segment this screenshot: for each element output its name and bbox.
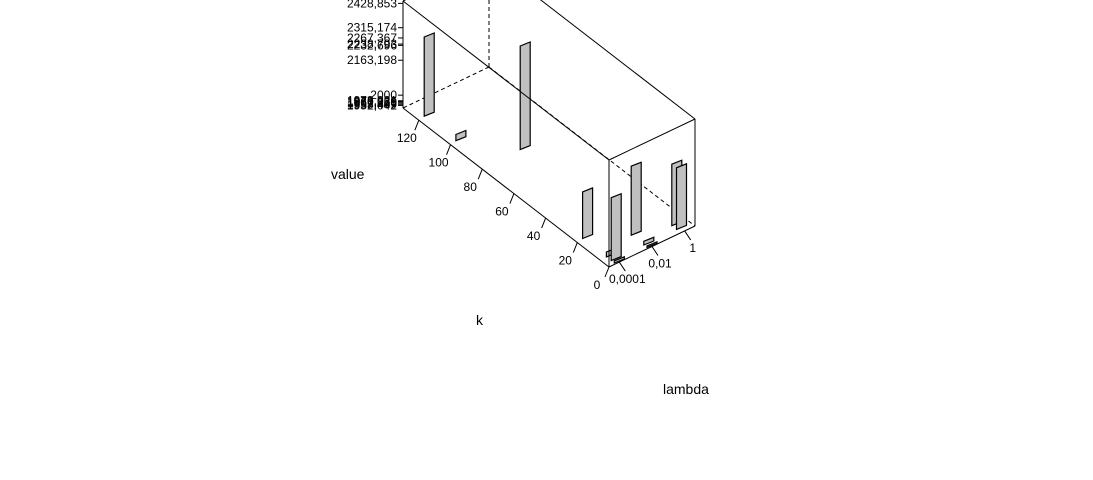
value-tick-label: 1970,065 <box>347 95 397 109</box>
value-tick-label: 2315,174 <box>347 21 397 35</box>
value-tick-label: 2163,198 <box>347 53 397 67</box>
value-tick-label: 2428,853 <box>347 0 397 10</box>
box-edge <box>402 0 407 2</box>
lambda-axis-title: lambda <box>663 381 709 397</box>
value-tick-label: 1967,729 <box>347 95 397 109</box>
k-tick-mark <box>446 144 452 155</box>
bar-k0-lambda-0,0001 <box>613 255 625 264</box>
bar-k0-lambda-0,01 <box>646 241 658 249</box>
lambda-tick-mark <box>618 261 626 272</box>
value-axis-title: value <box>331 166 365 182</box>
k-tick-mark <box>477 168 483 180</box>
k-tick-label: 120 <box>397 131 417 145</box>
chart-bars <box>423 32 688 264</box>
box-edge <box>540 0 696 120</box>
value-tick-label: 1952,042 <box>347 98 397 112</box>
value-tick-label: 1955,409 <box>347 98 397 112</box>
k-tick-label: 60 <box>495 205 509 219</box>
k-tick-mark <box>509 193 515 204</box>
bar-k2-lambda-0,0001 <box>610 192 622 262</box>
lambda-tick-mark <box>684 230 692 241</box>
k-tick-label: 0 <box>594 278 601 292</box>
box-edge-hidden <box>402 66 490 109</box>
bar-k2-lambda-1 <box>675 162 688 231</box>
k-tick-label: 100 <box>429 156 449 170</box>
box-edge <box>402 107 610 268</box>
k-axis-title: k <box>476 312 484 328</box>
lambda-tick-label: 1 <box>689 241 696 255</box>
value-tick-label: 2238,793 <box>347 37 397 51</box>
lambda-tick-label: 0,0001 <box>609 272 646 286</box>
k-tick-label: 80 <box>464 180 478 194</box>
k-tick-mark <box>604 266 610 278</box>
bar-k100-lambda-0,0001 <box>455 129 467 142</box>
value-tick-label: 2000 <box>370 88 397 102</box>
value-axis-ticks: 1952,0421955,4091962,2761967,7291970,065… <box>347 0 403 112</box>
value-tick-label: 2232,696 <box>347 38 397 52</box>
box-edge <box>608 118 696 161</box>
k-tick-mark <box>541 217 547 229</box>
bar-k120-lambda-0,0001 <box>423 32 435 118</box>
k-axis-ticks: 0 20 40 60 80 100 120 <box>397 120 610 292</box>
value-tick-label: 2267,367 <box>347 31 397 45</box>
k-tick-label: 40 <box>527 229 541 243</box>
bar-k10-lambda-0,01 <box>630 161 642 237</box>
chart-box-visible-edges <box>402 0 696 268</box>
value-tick-label: 1962,276 <box>347 96 397 110</box>
value-tick-label: 1973,921 <box>347 94 397 108</box>
bar-k2-lambda-0,01 <box>643 236 655 246</box>
box-edge <box>402 0 610 161</box>
k-tick-mark <box>414 120 420 131</box>
lambda-tick-mark <box>651 246 659 256</box>
k-tick-label: 20 <box>559 254 573 268</box>
k-tick-mark <box>572 242 578 253</box>
bar-k20-lambda-0,0001 <box>581 187 594 240</box>
chart-box-hidden-edges <box>402 0 696 227</box>
lambda-tick-label: 0,01 <box>648 257 672 271</box>
